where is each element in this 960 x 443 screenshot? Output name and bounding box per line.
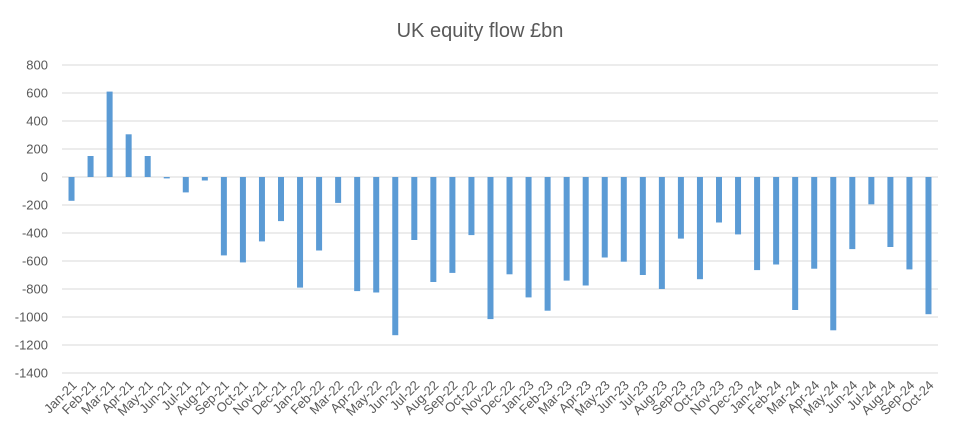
y-tick-label: -800 bbox=[22, 282, 48, 297]
y-tick-label: 0 bbox=[41, 170, 48, 185]
gridlines bbox=[62, 64, 938, 374]
bar bbox=[125, 134, 132, 177]
bar bbox=[563, 177, 570, 281]
bar bbox=[830, 177, 837, 331]
bar bbox=[278, 177, 284, 222]
bar bbox=[658, 177, 665, 289]
bar bbox=[163, 177, 170, 179]
y-axis-tick-labels: 800 600 400 200 0 -200 -400 -600 -800 -1000 -1200 -… bbox=[15, 58, 48, 381]
y-tick-label: 800 bbox=[26, 58, 48, 73]
bar bbox=[258, 177, 265, 242]
bar bbox=[773, 177, 780, 265]
y-tick-label: 200 bbox=[26, 142, 48, 157]
bar bbox=[430, 177, 437, 282]
bar bbox=[392, 177, 399, 336]
bar bbox=[144, 156, 151, 177]
bar bbox=[487, 177, 494, 320]
y-tick-label: -200 bbox=[22, 198, 48, 213]
bar bbox=[792, 177, 799, 310]
bar bbox=[639, 177, 646, 275]
bar bbox=[525, 177, 532, 298]
bar bbox=[544, 177, 551, 311]
bar bbox=[677, 177, 684, 239]
y-tick-label: 400 bbox=[26, 114, 48, 129]
x-axis-tick-labels: Jan-21Feb-21Mar-21Apr-21May-21Jun-21Jul-… bbox=[41, 378, 937, 419]
bar bbox=[335, 177, 342, 203]
y-tick-label: -1200 bbox=[15, 338, 48, 353]
bar bbox=[411, 177, 418, 240]
bar bbox=[468, 177, 475, 236]
y-tick-label: -600 bbox=[22, 254, 48, 269]
bar bbox=[582, 177, 589, 286]
bar bbox=[201, 177, 208, 181]
bar bbox=[106, 91, 113, 177]
bar bbox=[696, 177, 703, 280]
bar bbox=[620, 177, 627, 262]
bar bbox=[68, 177, 75, 201]
y-tick-label: -1000 bbox=[15, 310, 48, 325]
bar bbox=[297, 177, 304, 288]
chart-title: UK equity flow £bn bbox=[397, 20, 564, 42]
bar bbox=[868, 177, 875, 205]
bar bbox=[754, 177, 761, 271]
bar bbox=[354, 177, 361, 292]
bar bbox=[849, 177, 856, 250]
bar bbox=[239, 177, 246, 263]
y-tick-label: -1400 bbox=[15, 366, 48, 381]
y-tick-label: -400 bbox=[22, 226, 48, 241]
bar bbox=[716, 177, 722, 223]
bar bbox=[925, 177, 932, 315]
bar bbox=[449, 177, 456, 273]
bar bbox=[506, 177, 513, 275]
bar bbox=[601, 177, 608, 258]
bar bbox=[220, 177, 227, 256]
bar bbox=[735, 177, 742, 235]
bar bbox=[906, 177, 913, 270]
y-tick-label: 600 bbox=[26, 86, 48, 101]
bar bbox=[811, 177, 818, 269]
bar bbox=[887, 177, 894, 247]
bar bbox=[87, 156, 94, 177]
bars bbox=[68, 91, 932, 336]
bar bbox=[373, 177, 380, 293]
bar bbox=[316, 177, 323, 251]
bar bbox=[182, 177, 189, 193]
